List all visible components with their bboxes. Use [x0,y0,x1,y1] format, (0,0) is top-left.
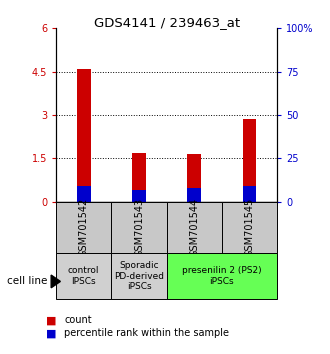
Text: presenilin 2 (PS2)
iPSCs: presenilin 2 (PS2) iPSCs [182,267,262,286]
Bar [167,253,277,299]
Text: ■: ■ [46,315,57,325]
Text: GSM701542: GSM701542 [79,198,89,257]
Bar [77,69,91,202]
Polygon shape [51,275,60,288]
Bar [56,253,112,299]
Text: control
IPSCs: control IPSCs [68,267,99,286]
Bar [132,153,146,202]
Text: GSM701543: GSM701543 [134,198,144,257]
Text: GDS4141 / 239463_at: GDS4141 / 239463_at [94,16,240,29]
Text: count: count [64,315,92,325]
Bar [132,190,146,202]
Text: ■: ■ [46,329,57,338]
Bar [243,186,256,202]
Text: percentile rank within the sample: percentile rank within the sample [64,329,229,338]
Text: cell line: cell line [7,276,47,286]
Bar [112,202,167,253]
Bar [243,119,256,202]
Bar [112,253,167,299]
Bar [187,154,201,202]
Bar [56,202,112,253]
Text: GSM701545: GSM701545 [245,198,254,257]
Bar [187,188,201,202]
Text: Sporadic
PD-derived
iPSCs: Sporadic PD-derived iPSCs [114,261,164,291]
Bar [222,202,277,253]
Bar [167,202,222,253]
Text: GSM701544: GSM701544 [189,198,199,257]
Bar [77,186,91,202]
